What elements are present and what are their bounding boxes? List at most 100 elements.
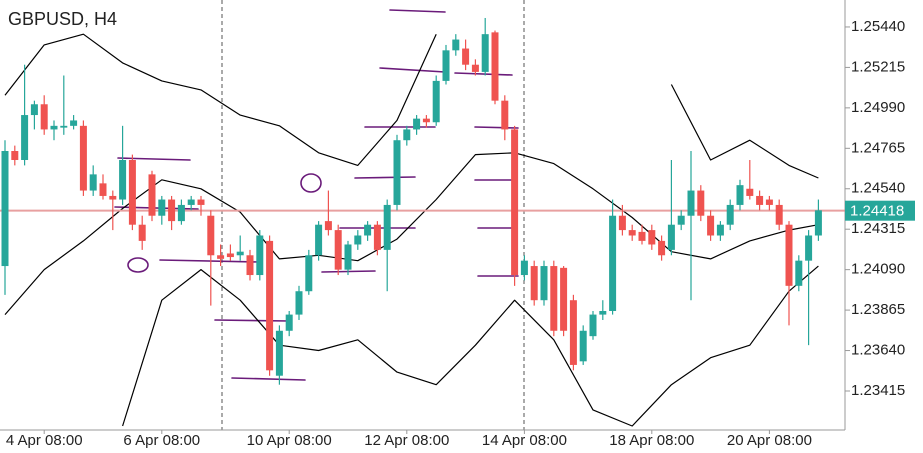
candle-body: [138, 224, 146, 241]
candle-body: [697, 190, 705, 216]
band-line: [4, 33, 819, 179]
candle-body: [148, 174, 156, 216]
candle-body: [422, 118, 430, 123]
candle-body: [550, 266, 558, 331]
candle-body: [805, 235, 813, 261]
candle-body: [11, 151, 19, 160]
candle-body: [383, 204, 391, 250]
candle-body: [344, 244, 352, 270]
candle-body: [452, 39, 460, 51]
candle-body: [158, 199, 166, 216]
candle-body: [442, 50, 450, 81]
y-tick-label: 1.24990: [851, 99, 905, 116]
candle-body: [648, 230, 656, 245]
y-tick-label: 1.23640: [851, 342, 905, 359]
y-tick-label: 1.24090: [851, 261, 905, 278]
candle-body: [609, 215, 617, 311]
y-tick-label: 1.25215: [851, 58, 905, 75]
candle-body: [775, 204, 783, 225]
candle-body: [462, 48, 470, 65]
last-price-label: 1.24418: [850, 203, 904, 220]
candle-body: [40, 104, 48, 130]
candle-body: [207, 215, 215, 256]
candle-body: [373, 224, 381, 250]
chart-title: GBPUSD, H4: [8, 9, 117, 29]
candle-body: [413, 118, 421, 130]
candle-body: [295, 291, 303, 315]
annotations: [114, 9, 519, 381]
candle-body: [256, 235, 264, 276]
x-tick-label: 12 Apr 08:00: [364, 432, 449, 449]
candle-body: [579, 330, 587, 362]
candle-body: [520, 260, 528, 276]
candle-body: [746, 188, 754, 196]
candle-body: [266, 240, 274, 371]
x-tick-label: 14 Apr 08:00: [482, 432, 567, 449]
candle-body: [324, 221, 332, 231]
candle-body: [285, 314, 293, 331]
candle-body: [1, 151, 9, 267]
candle-body: [687, 190, 695, 216]
candle-body: [60, 125, 68, 128]
x-tick-label: 20 Apr 08:00: [727, 432, 812, 449]
x-tick-label: 6 Apr 08:00: [123, 432, 200, 449]
y-tick-label: 1.23415: [851, 382, 905, 399]
candle-body: [658, 240, 666, 256]
candle-body: [785, 224, 793, 286]
candle-body: [79, 125, 87, 191]
candle-body: [795, 260, 803, 286]
candle-body: [30, 104, 38, 116]
candle-body: [393, 140, 401, 205]
candle-body: [187, 199, 195, 205]
candle-body: [814, 210, 822, 236]
candle-body: [511, 129, 519, 276]
candle-body: [471, 64, 479, 72]
candle-body: [501, 100, 509, 130]
candle-body: [334, 230, 342, 270]
candle-body: [569, 300, 577, 365]
candle-body: [677, 215, 685, 225]
candle-body: [756, 195, 764, 205]
y-tick-label: 1.25440: [851, 18, 905, 35]
candle-body: [177, 204, 185, 222]
candle-body: [491, 32, 499, 101]
y-tick-label: 1.24765: [851, 139, 905, 156]
candle-body: [109, 195, 117, 200]
candle-body: [765, 199, 773, 205]
candle-body: [315, 224, 323, 256]
candle-body: [354, 235, 362, 245]
candle-body: [168, 199, 176, 222]
candle-body: [638, 231, 646, 241]
candle-body: [197, 199, 205, 205]
candle-body: [589, 314, 597, 337]
candle-body: [246, 255, 254, 276]
plot-area: [0, 17, 845, 427]
x-tick-label: 10 Apr 08:00: [247, 432, 332, 449]
candle-body: [305, 255, 313, 292]
candle-body: [21, 115, 29, 160]
candle-body: [403, 129, 411, 141]
candle-body: [99, 183, 107, 196]
candle-body: [540, 266, 548, 301]
candle-body: [70, 120, 78, 126]
candle-body: [50, 125, 58, 130]
last-price-box: [845, 200, 915, 221]
candle-body: [618, 215, 626, 231]
candle-body: [217, 255, 225, 259]
candle-body: [736, 185, 744, 205]
candle-body: [119, 159, 127, 200]
candle-body: [432, 80, 440, 123]
candle-body: [481, 34, 489, 72]
band-line: [122, 265, 819, 427]
candle-body: [667, 224, 675, 250]
x-tick-label: 18 Apr 08:00: [609, 432, 694, 449]
candle-body: [89, 174, 97, 191]
candle-body: [560, 267, 568, 331]
candle-body: [707, 215, 715, 236]
candle-body: [599, 310, 607, 315]
y-tick-label: 1.24540: [851, 180, 905, 197]
y-tick-label: 1.23865: [851, 301, 905, 318]
x-tick-label: 4 Apr 08:00: [6, 432, 83, 449]
candle-body: [628, 230, 636, 236]
